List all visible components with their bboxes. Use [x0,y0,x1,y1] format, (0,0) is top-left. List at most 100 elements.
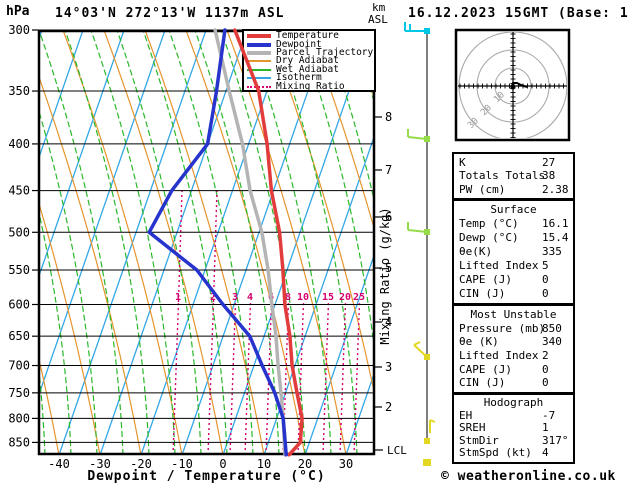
panel-row-value: 0 [542,287,549,300]
temp-tick-label: -30 [89,457,111,471]
panel-row: Dewp (°C) 15.4 [454,231,573,245]
panel-row-value: 2 [542,349,549,363]
station-title: 14°03'N 272°13'W 1137m ASL [55,6,285,21]
panel-row-label: θe (K) [459,335,499,349]
wet-adiabat-line [116,31,202,454]
mixing-ratio-value-label: 8 [285,292,291,303]
rect [424,136,430,142]
data-panel-indices: K 27 Totals Totals 38 PW (cm) 2.38 [452,152,575,200]
pressure-tick-label: 700 [8,359,30,373]
panel-row-value: 317° [542,433,569,447]
km-axis-label: km [372,1,386,14]
legend-line-sample [247,42,271,47]
pressure-tick-label: 750 [8,386,30,400]
panel-row-label: StmSpd (kt) [459,446,532,460]
mixing-ratio-line [282,301,290,454]
temp-tick-label: -20 [130,457,152,471]
mixing-ratio-value-label: 2 [210,292,216,303]
km-tick-label: 7 [385,163,392,177]
wind-barb [407,222,430,235]
panel-row-label: CIN (J) [459,287,506,300]
panel-row: PW (cm) 2.38 [454,183,573,196]
panel-row: CAPE (J) 0 [454,363,573,377]
wet-adiabat-line [64,31,150,454]
wind-barb [404,22,430,34]
panel-row-label: Lifted Index [459,259,539,272]
data-panel-surface: Surface Temp (°C) 16.1 Dewp (°C) 15.4 θe(K) 33… [452,199,575,305]
panel-row-value: -7 [542,408,556,422]
panel-row-label: SREH [459,421,486,435]
dry-adiabat-line [39,201,101,454]
legend-line-sample [247,85,271,88]
temp-tick-label: 10 [257,457,271,471]
panel-row-value: 15.4 [542,231,569,244]
data-panel-most-unstable: Most Unstable Pressure (mb) 850 θe (K) 340 Li… [452,304,575,394]
panel-row-label: Lifted Index [459,349,539,363]
legend-label: Temperature [276,30,339,42]
pressure-tick-label: 550 [8,263,30,277]
panel-row-label: Temp (°C) [459,217,519,230]
panel-row-value: 27 [542,156,556,169]
panel-row: θe (K) 340 [454,335,573,349]
pressure-tick-label: 500 [8,225,30,239]
wind-barb [407,129,430,142]
mixing-ratio-line [322,301,330,454]
legend-line-sample [247,60,271,63]
wet-adiabat-line [246,31,332,454]
panel-row: Totals Totals 38 [454,169,573,182]
panel-row: Pressure (mb) 850 [454,322,573,336]
wet-adiabat-line [39,109,98,454]
panel-row-value: 5 [542,259,549,272]
wet-adiabat-line [39,210,72,454]
temp-tick-label: 0 [219,457,226,471]
rect [424,438,430,444]
pressure-tick-label: 600 [8,297,30,311]
dry-adiabat-line [39,75,142,454]
wet-adiabat-line [377,30,461,455]
panel-row-value: 340 [542,335,562,349]
panel-title: Most Unstable [470,308,557,321]
panel-row-value: 4 [542,446,549,460]
panel-row-value: 0 [542,376,549,390]
legend-label: Parcel Trajectory [276,46,374,58]
km-tick-label: 2 [385,400,392,414]
temp-tick-label: 30 [339,457,353,471]
panel-row-label: CAPE (J) [459,362,512,376]
legend-line-sample [247,50,271,55]
panel-row-value: 0 [542,273,549,286]
panel-row-value: 1 [542,421,549,435]
plot-border [37,29,376,456]
panel-row: Temp (°C) 16.1 [454,217,573,231]
panel-row-label: Pressure (mb) [459,321,546,335]
wet-adiabat-line [39,366,46,454]
km-tick-label: 5 [385,261,392,275]
wet-adiabat-line [39,31,124,454]
dry-adiabat-line [39,356,60,454]
mixing-ratio-value-label: 1 [175,292,181,303]
wet-adiabat-line [350,31,374,104]
panel-row-value: 335 [542,245,562,258]
rect [424,28,430,34]
panel-row-label: K [459,156,466,169]
legend-label: Dry Adiabat [276,55,339,67]
mixing-ratio-line-upper [212,189,218,303]
panel-row-value: 0 [542,362,549,376]
wind-barb [423,459,431,466]
km-tick-label: 3 [385,360,392,374]
isotherm-line [304,253,374,454]
hodograph-trace [510,82,528,90]
pressure-tick-label: 850 [8,435,30,449]
panel-row-label: θe(K) [459,245,493,258]
km-tick-label: 6 [385,210,392,224]
panel-row: K 27 [454,156,573,169]
wet-adiabat-line [168,31,254,454]
pressure-tick-label: 300 [8,23,30,37]
wind-barb [429,419,436,433]
line [407,136,428,140]
isotherm-line [39,31,84,160]
mixing-ratio-value-label: 4 [247,292,253,303]
panel-row: SREH 1 [454,421,573,435]
datetime-title: 16.12.2023 15GMT (Base: 12) [408,6,629,21]
line [407,229,428,233]
